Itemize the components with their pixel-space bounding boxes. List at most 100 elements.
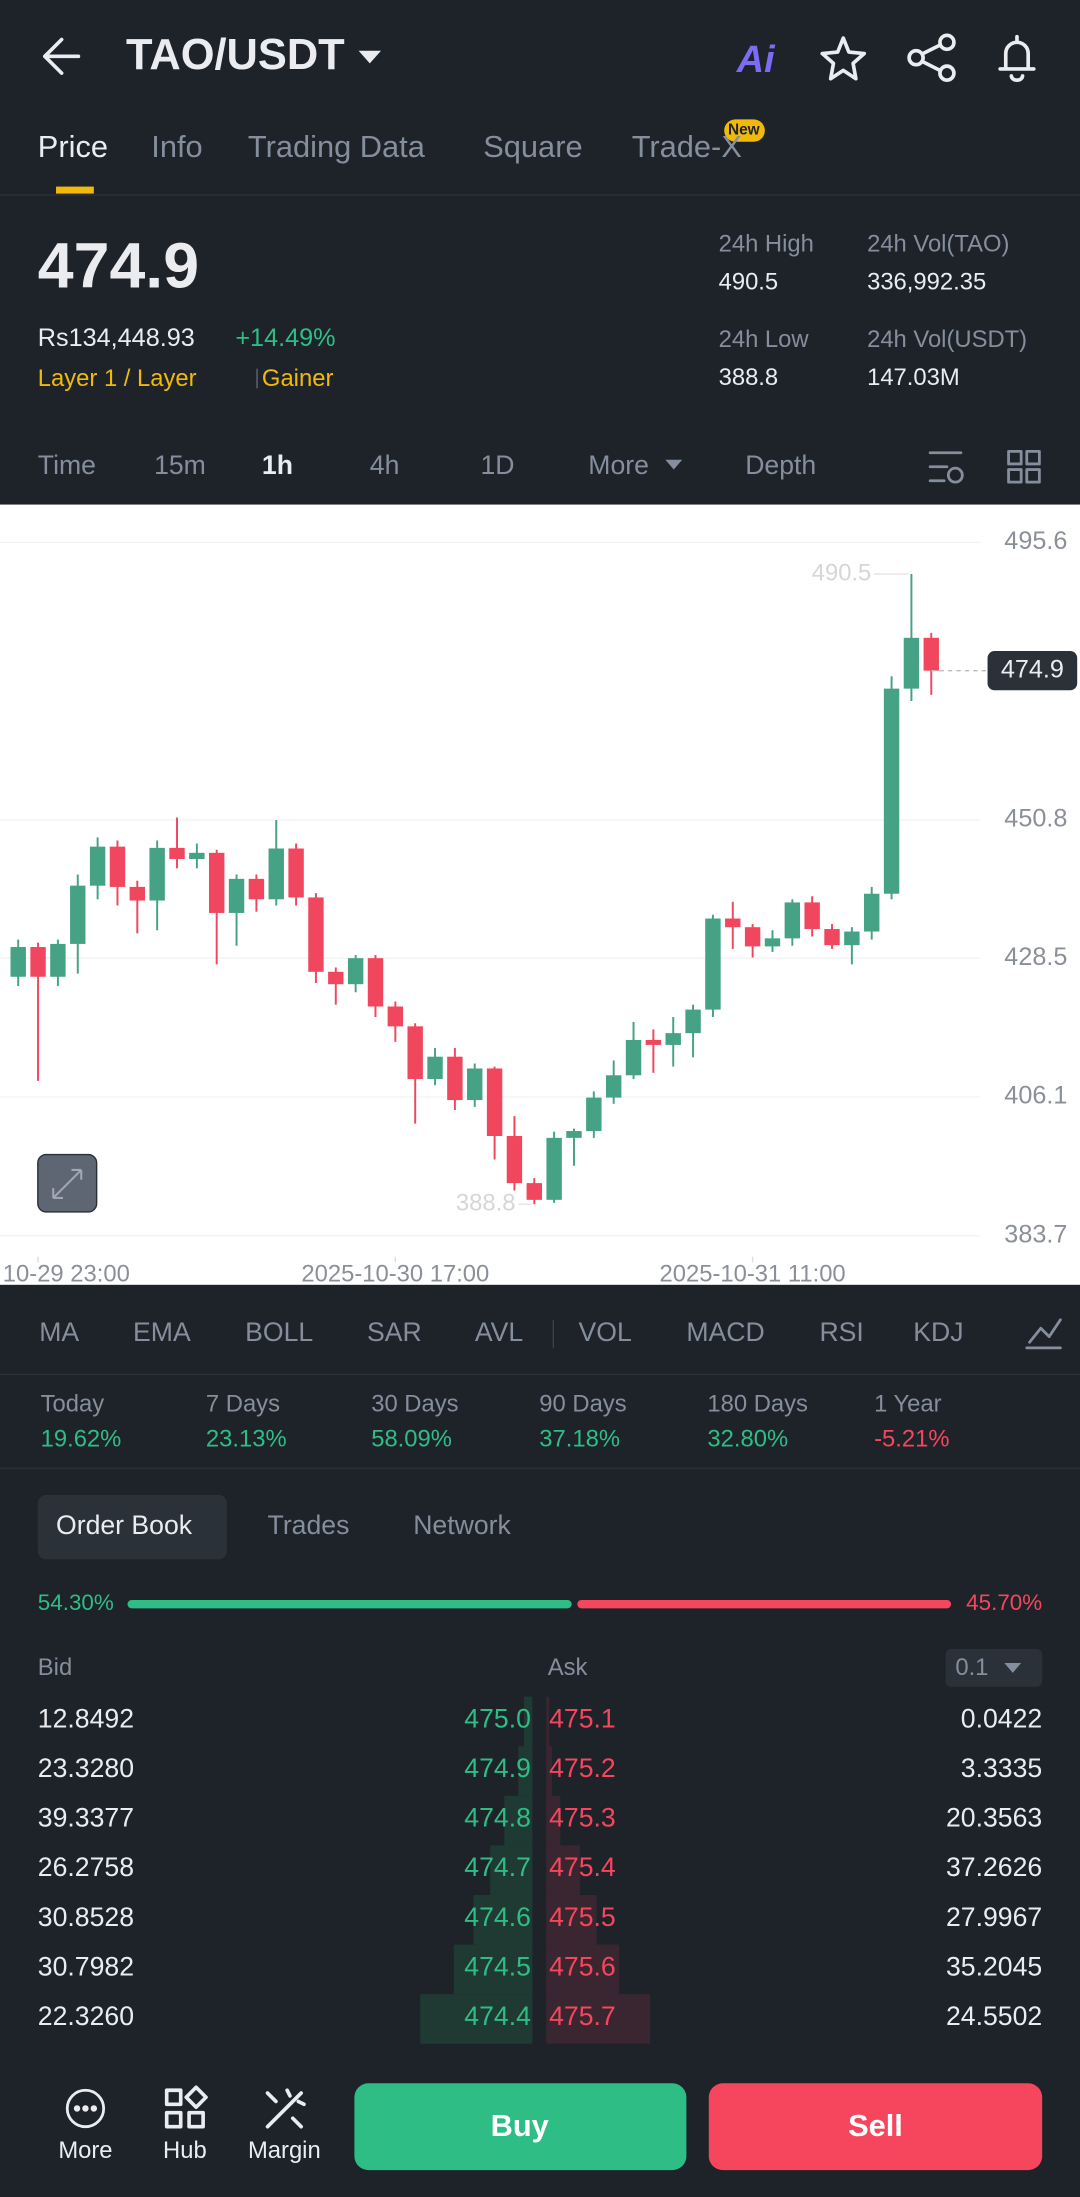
nav-label[interactable]: More [58, 2137, 112, 2164]
alert-icon[interactable] [998, 34, 1036, 82]
min-label: 388.8 [456, 1189, 516, 1216]
nav-label[interactable]: Margin [248, 2137, 321, 2164]
ask-depth [546, 1845, 580, 1895]
ask-quantity: 20.3563 [946, 1803, 1042, 1833]
new-badge [724, 119, 765, 142]
ask-price: 475.2 [549, 1753, 616, 1783]
ask-depth [546, 1795, 561, 1846]
indicator-tab[interactable]: EMA [133, 1317, 191, 1347]
active-order-tab[interactable] [37, 1494, 227, 1560]
pair-title[interactable]: TAO/USDT [126, 31, 345, 79]
bid-price: 474.7 [464, 1852, 531, 1882]
nav-tab[interactable]: Trading Data [248, 129, 426, 164]
category-tag[interactable]: Layer 1 / Layer [38, 365, 197, 392]
bid-quantity: 22.3260 [38, 2001, 134, 2031]
indicator-tab[interactable]: MACD [686, 1317, 764, 1347]
bid-depth [523, 1696, 533, 1747]
depth-shading [420, 1696, 650, 2044]
bid-depth [504, 1795, 533, 1846]
indicator-tab[interactable]: VOL [579, 1317, 632, 1347]
ask-depth [546, 1994, 650, 2044]
share-icon[interactable] [907, 33, 956, 82]
order-tab[interactable]: Trades [268, 1510, 350, 1540]
candle-body [784, 902, 801, 939]
bid-price: 474.8 [464, 1803, 531, 1833]
margin-icon[interactable] [265, 2088, 306, 2129]
precision-selector[interactable] [945, 1649, 1043, 1687]
interval-tab[interactable]: 1D [480, 450, 514, 480]
candle-body [288, 848, 304, 898]
interval-tab[interactable]: Time [38, 450, 96, 480]
interval-tab[interactable]: More [588, 450, 649, 480]
candle-body [486, 1068, 503, 1137]
fullscreen-icon [52, 1168, 83, 1200]
candle-body [248, 878, 265, 900]
sell-button[interactable] [708, 2083, 1043, 2171]
interval-tab[interactable]: 4h [370, 450, 400, 480]
bid-depth [420, 1994, 533, 2044]
candle-body [764, 938, 781, 947]
interval-tab[interactable]: 1h [262, 450, 293, 480]
ai-button[interactable]: Ai [736, 39, 776, 81]
buy-button[interactable] [354, 2083, 687, 2171]
x-tick-label: 2025-10-30 17:00 [301, 1260, 489, 1287]
nav-label[interactable]: Hub [163, 2137, 207, 2164]
ask-price: 475.1 [549, 1703, 616, 1733]
bid-price: 475.0 [464, 1703, 531, 1733]
new-badge-text: New [728, 122, 760, 139]
indicator-tab[interactable]: KDJ [913, 1317, 963, 1347]
more-icon[interactable] [65, 2088, 106, 2129]
candle-body [427, 1056, 443, 1080]
candle-body [824, 929, 840, 946]
indicator-tab[interactable]: SAR [367, 1317, 422, 1347]
ask-ratio-bar [577, 1599, 952, 1609]
ask-price: 475.4 [549, 1852, 616, 1882]
nav-tab[interactable]: Info [151, 129, 202, 164]
ask-price: 475.6 [549, 1951, 616, 1981]
period-label: 180 Days [707, 1391, 808, 1418]
candle-body [149, 847, 165, 901]
chart-settings-icon[interactable] [928, 451, 964, 484]
period-label: 90 Days [539, 1391, 626, 1418]
hub-icon[interactable] [164, 2085, 208, 2129]
ask-depth [546, 1696, 550, 1747]
indicator-tab[interactable]: MA [39, 1317, 79, 1347]
period-change: 32.80% [707, 1426, 788, 1453]
ask-quantity: 35.2045 [946, 1951, 1042, 1981]
bid-quantity: 12.8492 [38, 1703, 134, 1733]
candle-body [129, 886, 146, 901]
stat-label: 24h Vol(USDT) [867, 326, 1027, 353]
nav-tab[interactable]: Square [483, 129, 582, 164]
bid-quantity: 30.8528 [38, 1902, 134, 1932]
stat-value: 336,992.35 [867, 269, 986, 296]
favorite-icon[interactable] [820, 36, 867, 81]
pair-dropdown[interactable] [358, 50, 382, 64]
nav-tab[interactable]: Price [38, 129, 108, 164]
ask-price: 475.3 [549, 1803, 616, 1833]
nav-tab[interactable]: Trade-X [632, 129, 742, 164]
candle-body [725, 918, 741, 928]
category-tag[interactable]: Gainer [262, 365, 334, 392]
interval-tab[interactable]: Depth [745, 450, 816, 480]
candle-body [347, 958, 364, 985]
indicator-tab[interactable]: BOLL [245, 1317, 313, 1347]
indicator-tab[interactable]: AVL [475, 1317, 523, 1347]
period-label: 30 Days [371, 1391, 458, 1418]
last-price: 474.9 [38, 230, 199, 302]
layout-icon[interactable] [1007, 449, 1041, 484]
indicator-settings-icon[interactable] [1025, 1318, 1062, 1350]
back-button[interactable] [43, 37, 81, 75]
order-tab[interactable]: Order Book [56, 1510, 193, 1540]
last-price-value: 474.9 [1001, 655, 1064, 683]
interval-tab[interactable]: 15m [154, 450, 206, 480]
order-tab[interactable]: Network [413, 1510, 511, 1540]
candle-body [308, 897, 324, 972]
indicator-tab[interactable]: RSI [819, 1317, 863, 1347]
last-price-tag [987, 651, 1078, 691]
candle-body [447, 1056, 463, 1101]
ask-quantity: 27.9967 [946, 1902, 1042, 1932]
bid-price: 474.5 [464, 1951, 531, 1981]
bid-price: 474.6 [464, 1902, 531, 1932]
bid-header: Bid [38, 1654, 72, 1681]
